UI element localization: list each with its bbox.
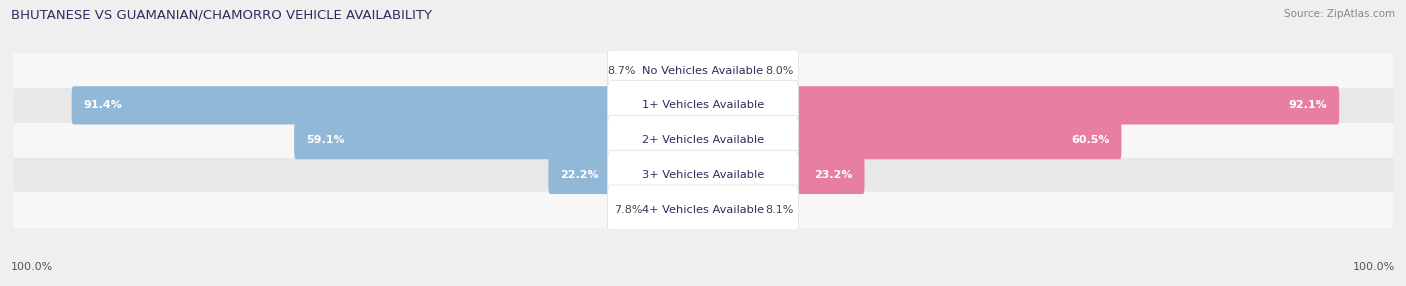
FancyBboxPatch shape [702,190,761,229]
Text: Source: ZipAtlas.com: Source: ZipAtlas.com [1284,9,1395,19]
FancyBboxPatch shape [294,121,704,159]
FancyBboxPatch shape [607,150,799,200]
FancyBboxPatch shape [702,51,759,90]
Text: 100.0%: 100.0% [11,262,53,272]
Text: 8.1%: 8.1% [766,205,794,215]
FancyBboxPatch shape [607,46,799,95]
FancyBboxPatch shape [702,86,1339,124]
Text: 60.5%: 60.5% [1071,135,1109,145]
Bar [14,158,1392,192]
Text: 59.1%: 59.1% [307,135,344,145]
Bar [14,192,1392,227]
Bar [14,53,1392,88]
Text: 3+ Vehicles Available: 3+ Vehicles Available [643,170,763,180]
Text: 4+ Vehicles Available: 4+ Vehicles Available [643,205,763,215]
FancyBboxPatch shape [607,81,799,130]
Text: 8.0%: 8.0% [765,65,793,76]
Text: 8.7%: 8.7% [607,65,636,76]
Text: No Vehicles Available: No Vehicles Available [643,65,763,76]
Text: 91.4%: 91.4% [83,100,122,110]
Bar [14,88,1392,123]
FancyBboxPatch shape [648,190,704,229]
FancyBboxPatch shape [72,86,704,124]
FancyBboxPatch shape [702,121,1122,159]
Text: 2+ Vehicles Available: 2+ Vehicles Available [643,135,763,145]
Text: 1+ Vehicles Available: 1+ Vehicles Available [643,100,763,110]
Text: 7.8%: 7.8% [614,205,643,215]
Text: 23.2%: 23.2% [814,170,852,180]
Bar [14,123,1392,158]
FancyBboxPatch shape [607,185,799,234]
FancyBboxPatch shape [607,116,799,165]
Text: BHUTANESE VS GUAMANIAN/CHAMORRO VEHICLE AVAILABILITY: BHUTANESE VS GUAMANIAN/CHAMORRO VEHICLE … [11,9,432,21]
FancyBboxPatch shape [641,51,704,90]
Text: 22.2%: 22.2% [561,170,599,180]
Text: 92.1%: 92.1% [1288,100,1327,110]
FancyBboxPatch shape [702,156,865,194]
FancyBboxPatch shape [548,156,704,194]
Text: 100.0%: 100.0% [1353,262,1395,272]
